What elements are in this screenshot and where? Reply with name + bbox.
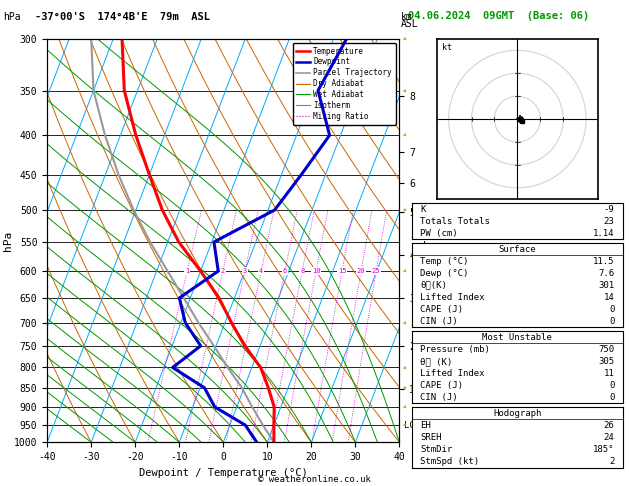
Text: 14: 14 bbox=[604, 293, 615, 302]
Text: ASL: ASL bbox=[401, 19, 418, 30]
Text: 0: 0 bbox=[609, 393, 615, 402]
Text: LCL: LCL bbox=[404, 420, 420, 430]
Text: CIN (J): CIN (J) bbox=[420, 393, 458, 402]
Text: hPa: hPa bbox=[3, 12, 21, 22]
Text: 1: 1 bbox=[185, 268, 189, 274]
Text: ▸: ▸ bbox=[401, 319, 408, 326]
Text: EH: EH bbox=[420, 421, 431, 430]
Text: km: km bbox=[401, 12, 413, 22]
Text: 2: 2 bbox=[221, 268, 225, 274]
Text: 25: 25 bbox=[372, 268, 381, 274]
Text: 0: 0 bbox=[609, 381, 615, 390]
Text: 11: 11 bbox=[604, 369, 615, 378]
Text: CIN (J): CIN (J) bbox=[420, 317, 458, 326]
Text: ▸: ▸ bbox=[401, 207, 408, 213]
Text: ▸: ▸ bbox=[401, 268, 408, 275]
Y-axis label: hPa: hPa bbox=[3, 230, 13, 251]
Text: ▸: ▸ bbox=[401, 87, 408, 94]
Text: 3: 3 bbox=[243, 268, 247, 274]
Text: 750: 750 bbox=[598, 345, 615, 354]
Text: 7.6: 7.6 bbox=[598, 269, 615, 278]
Text: -37°00'S  174°4B'E  79m  ASL: -37°00'S 174°4B'E 79m ASL bbox=[35, 12, 209, 22]
Text: 15: 15 bbox=[338, 268, 347, 274]
Text: © weatheronline.co.uk: © weatheronline.co.uk bbox=[258, 475, 371, 484]
Text: K: K bbox=[420, 205, 426, 214]
Text: ▸: ▸ bbox=[401, 422, 408, 429]
Text: CAPE (J): CAPE (J) bbox=[420, 381, 464, 390]
Text: 11.5: 11.5 bbox=[593, 257, 615, 266]
Text: CAPE (J): CAPE (J) bbox=[420, 305, 464, 314]
Text: ▸: ▸ bbox=[401, 35, 408, 42]
Text: Pressure (mb): Pressure (mb) bbox=[420, 345, 490, 354]
Text: Most Unstable: Most Unstable bbox=[482, 333, 552, 342]
Text: 20: 20 bbox=[357, 268, 365, 274]
X-axis label: Dewpoint / Temperature (°C): Dewpoint / Temperature (°C) bbox=[139, 468, 308, 478]
Text: 10: 10 bbox=[312, 268, 320, 274]
Text: Hodograph: Hodograph bbox=[493, 409, 542, 418]
Text: StmDir: StmDir bbox=[420, 445, 453, 454]
Text: ▸: ▸ bbox=[401, 132, 408, 139]
Text: 1.14: 1.14 bbox=[593, 229, 615, 238]
Text: SREH: SREH bbox=[420, 433, 442, 442]
Legend: Temperature, Dewpoint, Parcel Trajectory, Dry Adiabat, Wet Adiabat, Isotherm, Mi: Temperature, Dewpoint, Parcel Trajectory… bbox=[292, 43, 396, 125]
Text: Temp (°C): Temp (°C) bbox=[420, 257, 469, 266]
Text: 0: 0 bbox=[609, 317, 615, 326]
Text: θᴇ(K): θᴇ(K) bbox=[420, 281, 447, 290]
Text: ▸: ▸ bbox=[401, 403, 408, 410]
Text: Lifted Index: Lifted Index bbox=[420, 369, 485, 378]
Text: 305: 305 bbox=[598, 357, 615, 366]
Text: 4: 4 bbox=[259, 268, 263, 274]
Text: kt: kt bbox=[442, 43, 452, 52]
Text: 23: 23 bbox=[604, 217, 615, 226]
Text: Dewp (°C): Dewp (°C) bbox=[420, 269, 469, 278]
Text: Lifted Index: Lifted Index bbox=[420, 293, 485, 302]
Text: PW (cm): PW (cm) bbox=[420, 229, 458, 238]
Text: 0: 0 bbox=[609, 305, 615, 314]
Text: Surface: Surface bbox=[499, 244, 536, 254]
Text: 24: 24 bbox=[604, 433, 615, 442]
Y-axis label: km
ASL: km ASL bbox=[420, 241, 438, 262]
Text: 185°: 185° bbox=[593, 445, 615, 454]
Text: ▸: ▸ bbox=[401, 364, 408, 371]
Text: ▸: ▸ bbox=[401, 384, 408, 391]
Text: 04.06.2024  09GMT  (Base: 06): 04.06.2024 09GMT (Base: 06) bbox=[408, 11, 589, 21]
Text: 6: 6 bbox=[282, 268, 287, 274]
Text: θᴇ (K): θᴇ (K) bbox=[420, 357, 453, 366]
Text: -9: -9 bbox=[604, 205, 615, 214]
Text: 2: 2 bbox=[609, 457, 615, 466]
Text: 301: 301 bbox=[598, 281, 615, 290]
Text: 26: 26 bbox=[604, 421, 615, 430]
Text: 8: 8 bbox=[300, 268, 304, 274]
Text: StmSpd (kt): StmSpd (kt) bbox=[420, 457, 479, 466]
Text: Totals Totals: Totals Totals bbox=[420, 217, 490, 226]
